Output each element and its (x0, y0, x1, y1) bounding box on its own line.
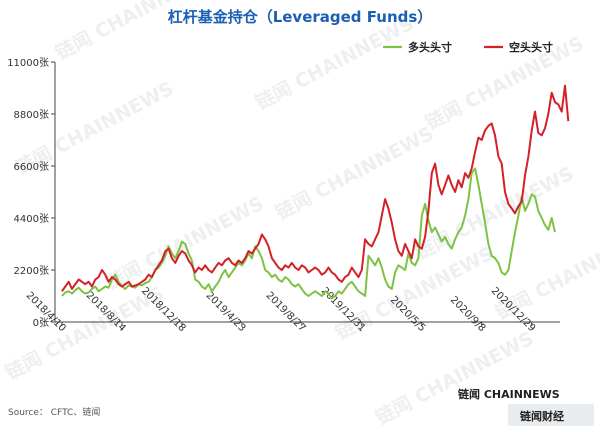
chart-title: 杠杆基金持仓（Leveraged Funds） (168, 8, 433, 26)
brand-logo: 链闻 CHAINNEWS 链闻财经 (458, 387, 594, 426)
legend: 多头头寸 空头头寸 (383, 40, 553, 54)
y-tick-label: 2200张 (14, 265, 49, 277)
series-line-short (61, 84, 570, 292)
legend-label-short: 空头头寸 (509, 40, 553, 54)
y-tick-label: 6600张 (14, 161, 49, 173)
x-tick-label: 2019/8/27 (263, 290, 307, 334)
watermark-text: 链闻 CHAINNEWS (272, 122, 438, 225)
legend-label-long: 多头头寸 (408, 40, 452, 54)
series-line-long (61, 167, 556, 300)
x-tick-label: 2020/9/8 (448, 295, 488, 335)
brand-corner-text: 链闻财经 (520, 409, 564, 423)
y-axis-ticks: 0张 2200张 4400张 6600张 8800张 11000张 (7, 57, 55, 329)
y-tick-label: 11000张 (7, 57, 49, 69)
y-tick-label: 8800张 (14, 109, 49, 121)
x-tick-label: 2019/4/23 (203, 290, 247, 334)
watermark-text: 链闻 CHAINNEWS (252, 12, 418, 115)
brand-mark (508, 404, 594, 426)
y-tick-label: 4400张 (14, 213, 49, 225)
source-note: Source： CFTC、链闻 (8, 406, 100, 418)
y-tick-label: 0张 (33, 317, 49, 329)
brand-logo-text: 链闻 CHAINNEWS (458, 387, 560, 401)
